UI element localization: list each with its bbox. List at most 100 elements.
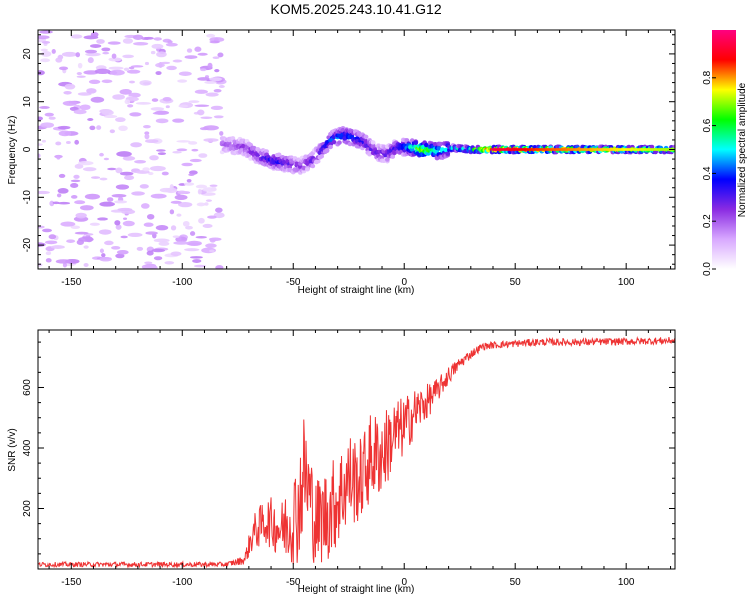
- spectrogram-noise-cell: [144, 139, 159, 143]
- spectrogram-noise-cell: [78, 160, 94, 166]
- spectrogram-noise-cell: [99, 201, 115, 207]
- spectrogram-noise-cell: [186, 179, 192, 183]
- spectrogram-noise-cell: [191, 148, 199, 152]
- spectrogram-noise-cell: [97, 217, 108, 221]
- spectrogram-noise-cell: [178, 104, 189, 108]
- spectrogram-noise-cell: [166, 65, 177, 71]
- spectrogram-ridge-cell: [255, 152, 261, 158]
- spectrogram-ridge-cell: [315, 159, 321, 164]
- spectrogram-noise-cell: [127, 104, 134, 108]
- spectrogram-ridge-cell: [390, 154, 396, 159]
- spectrogram-noise-cell: [55, 57, 63, 63]
- spectrogram-noise-cell: [120, 235, 128, 239]
- spectrogram-noise-cell: [122, 38, 134, 44]
- spectrogram-noise-cell: [140, 203, 150, 209]
- spectrogram-ridge-cell: [294, 161, 300, 166]
- spectrogram-noise-cell: [74, 139, 80, 145]
- spectrogram-noise-cell: [50, 245, 65, 249]
- spectrogram-noise-cell: [107, 41, 121, 45]
- spectrogram-noise-cell: [177, 79, 188, 83]
- spectrogram-noise-cell: [203, 125, 219, 131]
- spectrogram-noise-cell: [209, 249, 215, 253]
- spectrogram-noise-cell: [101, 47, 111, 52]
- spectrogram-noise-cell: [58, 173, 66, 178]
- spectrogram-noise-cell: [87, 118, 94, 121]
- spectrogram-noise-cell: [49, 200, 55, 207]
- spectrogram-noise-cell: [115, 253, 125, 259]
- spectrogram-noise-cell: [85, 236, 94, 243]
- spectrogram-noise-cell: [115, 167, 123, 174]
- spectrogram-noise-cell: [39, 106, 50, 109]
- spectrogram-noise-cell: [167, 40, 173, 44]
- spectrogram-noise-cell: [42, 228, 52, 233]
- spectrogram-noise-cell: [145, 231, 158, 235]
- spectrogram-noise-cell: [38, 263, 43, 267]
- spectrogram-noise-cell: [90, 176, 101, 179]
- spectrogram-noise-cell: [209, 40, 220, 44]
- spectrogram-noise-cell: [130, 65, 144, 68]
- snr-x-ticks: -150 -100 -50 0 50 100: [48, 330, 672, 588]
- x-tick-label: 50: [510, 577, 522, 588]
- spectrogram-noise-cell: [172, 235, 180, 238]
- spectrogram-noise-cell: [196, 109, 205, 116]
- spectrogram-noise-cell: [112, 94, 125, 100]
- spectrogram-noise-cell: [111, 53, 117, 59]
- spectrogram-noise-cell: [143, 82, 151, 85]
- spectrogram-noise-cell: [207, 215, 217, 219]
- spectrogram-noise-cell: [149, 165, 166, 172]
- spectrogram-noise-cell: [181, 162, 193, 167]
- spectrogram-noise-cell: [176, 140, 191, 143]
- spectrogram-noise-cell: [195, 184, 208, 189]
- spectrogram-noise-cell: [40, 48, 48, 52]
- spectrogram-noise-cell: [169, 209, 175, 215]
- spectrogram-noise-cell: [200, 68, 207, 72]
- spectrogram-noise-cell: [209, 238, 216, 243]
- x-tick-label: -100: [172, 277, 192, 288]
- spectrogram-noise-cell: [219, 131, 224, 136]
- spectrogram-noise-cell: [143, 222, 154, 227]
- spectrogram-noise-cell: [61, 51, 78, 57]
- spectrogram-noise-cell: [123, 67, 130, 72]
- spectrogram-noise-cell: [122, 54, 134, 59]
- spectrogram-noise-cell: [94, 68, 111, 74]
- spectrogram-noise-cell: [118, 125, 128, 132]
- spectrogram-noise-cell: [111, 245, 121, 250]
- spectrogram-noise-cell: [39, 30, 53, 34]
- spectrogram-noise-cell: [57, 188, 69, 194]
- spectrogram-noise-cell: [150, 265, 158, 269]
- spectrogram-noise-cell: [66, 239, 76, 243]
- snr-y-ticks: 200 400 600: [22, 341, 675, 570]
- spectrogram-ridge-cell: [363, 134, 369, 140]
- spectrogram-noise-cell: [146, 250, 154, 256]
- spectrogram-noise-cell: [70, 179, 81, 183]
- spectrogram-noise-cell: [41, 51, 52, 57]
- spectrogram-noise-cell: [194, 104, 210, 107]
- spectrogram-y-ticks: -20 -10 0 10 20: [22, 34, 675, 265]
- spectrogram-noise-cell: [165, 42, 178, 47]
- spectrogram-noise-cell: [205, 199, 212, 202]
- spectrogram-noise-cell: [202, 223, 213, 228]
- spectrogram-noise-cell: [62, 100, 78, 106]
- x-tick-label: -50: [286, 277, 301, 288]
- snr-panel: -150 -100 -50 0 50 100 200 400 600 Height of st…: [7, 329, 676, 595]
- spectrogram-noise-cell: [56, 155, 61, 160]
- spectrogram-noise-cell: [162, 96, 172, 102]
- spectrogram-noise-cell: [115, 224, 122, 230]
- spectrogram-noise-cell: [209, 184, 218, 188]
- spectrogram-noise-cell: [108, 57, 122, 62]
- spectrogram-noise-cell: [190, 256, 203, 259]
- spectrogram-noise-cell: [178, 202, 193, 208]
- spectrogram-noise-cell: [38, 153, 41, 158]
- spectrogram-noise-cell: [213, 115, 224, 119]
- spectrogram-noise-cell: [73, 109, 87, 115]
- x-tick-label: 50: [510, 277, 522, 288]
- spectrogram-noise-cell: [74, 200, 86, 205]
- spectrogram-noise-cell: [129, 112, 142, 117]
- spectrogram-noise-cell: [183, 182, 195, 186]
- snr-y-label: SNR (v/v): [7, 428, 18, 471]
- spectrogram-noise-cell: [62, 262, 68, 268]
- spectrogram-noise-cell: [184, 248, 200, 252]
- spectrogram-noise-cell: [197, 188, 202, 195]
- spectrogram-noise-cell: [122, 156, 136, 161]
- spectrogram-noise-cell: [104, 240, 114, 246]
